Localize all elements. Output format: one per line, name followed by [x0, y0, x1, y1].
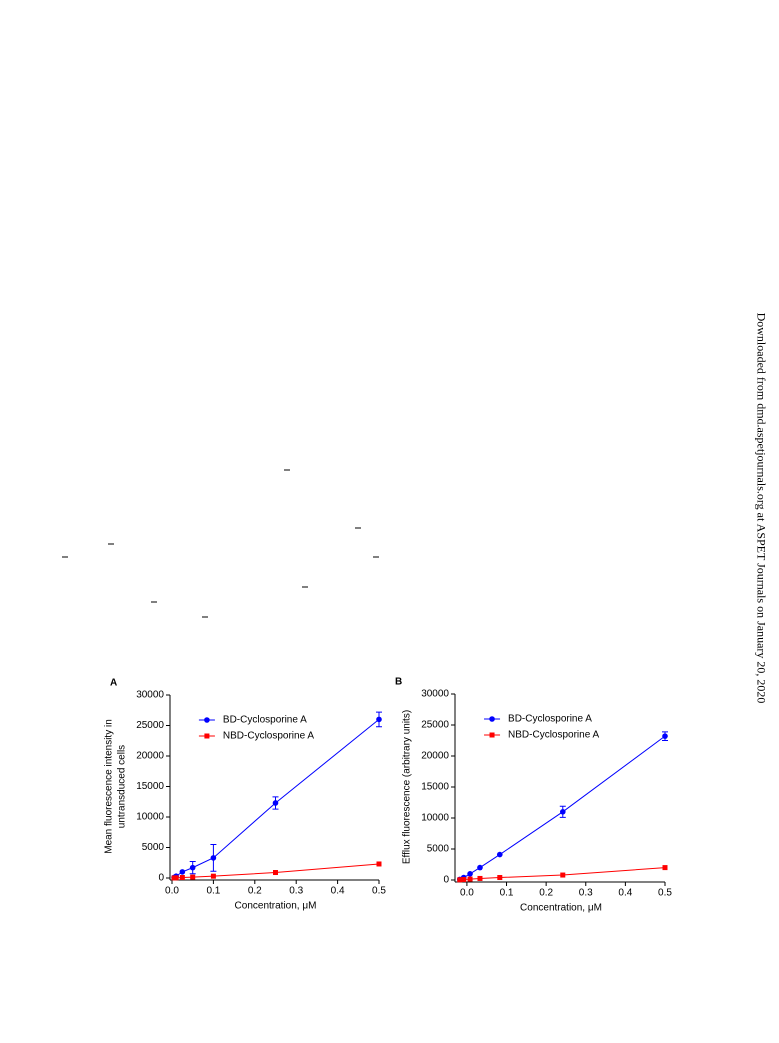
- marker: [662, 733, 668, 739]
- y-tick-label: 30000: [421, 689, 449, 700]
- x-tick-label: 0.4: [618, 888, 632, 899]
- legend-label: BD-Cyclosporine A: [508, 714, 592, 725]
- x-tick-label: 0.2: [539, 888, 553, 899]
- marker: [662, 865, 668, 871]
- legend-marker: [204, 733, 210, 739]
- marker: [273, 870, 278, 876]
- y-tick-label: 30000: [136, 690, 164, 701]
- legend-marker: [489, 732, 495, 738]
- x-tick-label: 0.2: [248, 886, 262, 897]
- legend-label: NBD-Cyclosporine A: [223, 731, 314, 742]
- legend-label: BD-Cyclosporine A: [223, 715, 307, 726]
- marker: [477, 864, 483, 871]
- marker: [376, 716, 382, 723]
- series-line: [173, 719, 380, 878]
- marker: [559, 809, 566, 815]
- y-tick-label: 20000: [421, 751, 449, 762]
- y-tick-label: 5000: [427, 844, 450, 855]
- legend-marker: [204, 717, 210, 723]
- x-tick-label: 0.5: [658, 888, 672, 899]
- y-axis-label: Efflux fluorescence (arbitrary units): [402, 710, 413, 864]
- watermark: Downloaded from dmd.aspetjournals.org at…: [754, 313, 768, 704]
- marker: [467, 871, 473, 877]
- marker: [467, 876, 473, 882]
- marker: [210, 855, 217, 861]
- marker: [461, 877, 467, 883]
- marker: [179, 875, 185, 881]
- y-tick-label: 15000: [136, 781, 164, 792]
- legend-label: NBD-Cyclosporine A: [508, 730, 599, 741]
- y-tick-label: 15000: [421, 782, 449, 793]
- y-tick-label: 25000: [136, 720, 164, 731]
- marker: [457, 877, 463, 883]
- y-tick-label: 10000: [421, 813, 449, 824]
- y-tick-label: 20000: [136, 751, 164, 762]
- marker: [477, 875, 483, 881]
- marker: [189, 864, 196, 871]
- y-tick-label: 25000: [421, 720, 449, 731]
- x-tick-label: 0.3: [579, 888, 593, 899]
- marker: [272, 800, 279, 806]
- marker: [560, 872, 566, 878]
- x-tick-label: 0.0: [165, 886, 179, 897]
- x-tick-label: 0.5: [372, 886, 386, 897]
- marker: [496, 851, 503, 858]
- marker: [173, 875, 179, 881]
- x-tick-label: 0.1: [500, 888, 514, 899]
- marker: [210, 873, 216, 879]
- x-axis-label: Concentration, μM: [520, 903, 602, 914]
- marker: [179, 869, 186, 875]
- marker: [376, 861, 382, 867]
- y-axis-label: Mean fluorescence intensity in: [104, 719, 115, 854]
- y-axis-label: untransduced cells: [117, 745, 128, 828]
- x-tick-label: 0.1: [206, 886, 220, 897]
- y-tick-label: 10000: [136, 812, 164, 823]
- x-tick-label: 0.4: [331, 886, 345, 897]
- y-tick-label: 5000: [142, 842, 165, 853]
- panel-label: A: [110, 678, 117, 689]
- y-tick-label: 0: [158, 873, 164, 884]
- marker: [190, 874, 196, 880]
- stray-marks: [62, 469, 379, 618]
- y-tick-label: 0: [443, 875, 449, 886]
- x-axis-label: Concentration, μM: [235, 901, 317, 912]
- x-tick-label: 0.3: [289, 886, 303, 897]
- panel-label: B: [395, 677, 402, 688]
- marker: [497, 875, 503, 881]
- x-tick-label: 0.0: [460, 888, 474, 899]
- legend-marker: [489, 716, 495, 722]
